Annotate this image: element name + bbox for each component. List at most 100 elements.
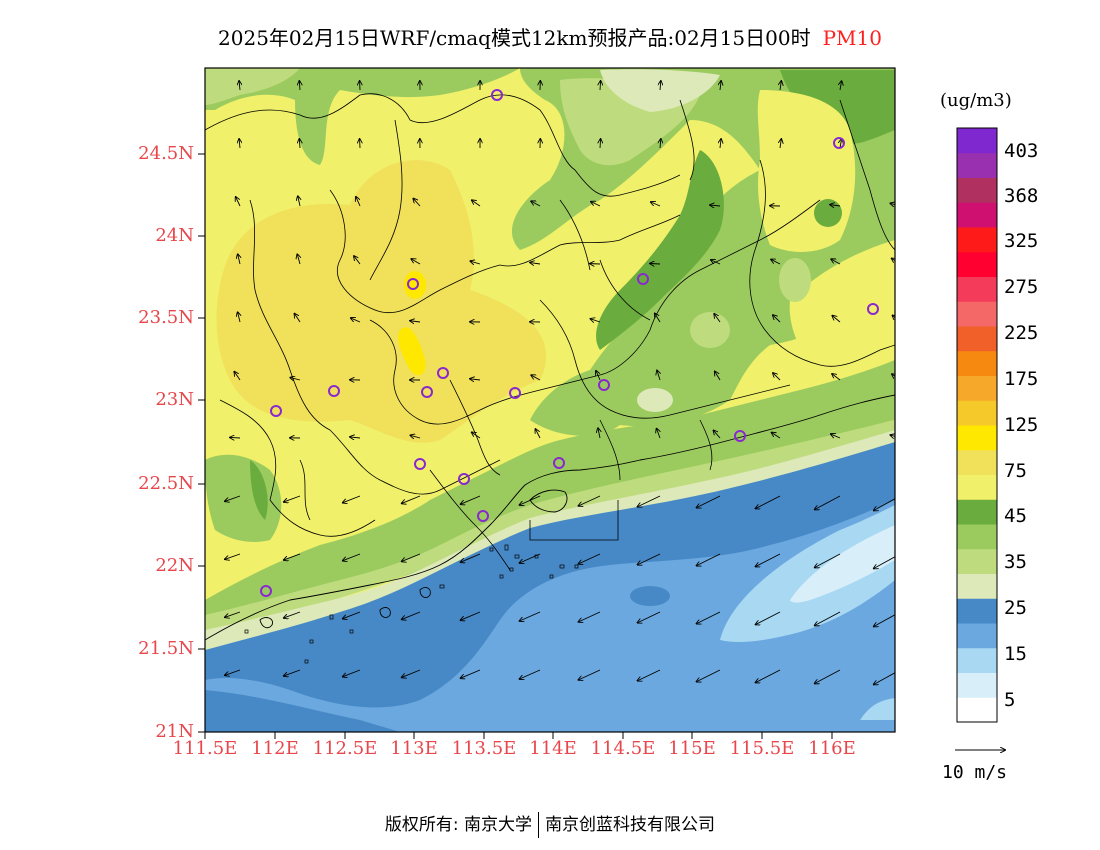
wind-arrow (756, 611, 781, 625)
wind-arrow (351, 318, 361, 323)
yellow-pocket-ne (757, 90, 856, 252)
green-spot (779, 258, 811, 302)
axis-ticks (198, 153, 833, 739)
colorbar-label: 15 (1004, 643, 1027, 665)
colorbar-label: 35 (1004, 551, 1027, 573)
wind-arrow (234, 372, 241, 381)
wind-arrow (238, 254, 240, 265)
wind-arrow (343, 669, 361, 677)
sea-light (720, 505, 895, 643)
wind-arrow (638, 495, 661, 507)
wind-arrow (461, 553, 481, 562)
wind-arrow (773, 315, 781, 323)
wind-arrow (413, 199, 421, 207)
green-nw-light (205, 68, 300, 105)
coastal-light-band (205, 420, 895, 640)
wind-arrow (831, 434, 841, 439)
wind-reference-label: 10 m/s (942, 762, 1008, 783)
sea-dark-spot (630, 586, 670, 606)
copyright-footer: 版权所有: 南京大学 南京创蓝科技有限公司 (0, 810, 1100, 838)
station-marker (270, 405, 282, 417)
lat-label: 24.5N (138, 143, 194, 164)
colorbar-segment (957, 548, 997, 574)
wind-arrow (697, 611, 721, 624)
coastal-pale-band (205, 430, 895, 655)
wind-arrow (470, 261, 481, 264)
colorbar-label: 325 (1004, 230, 1039, 252)
wind-arrow (461, 495, 481, 504)
colorbar-label: 368 (1004, 185, 1039, 207)
sea-light (860, 698, 895, 720)
very-high-pm-spot (398, 327, 426, 376)
wind-arrow (638, 553, 661, 565)
wind-arrow (890, 435, 895, 438)
wind-arrow (697, 495, 721, 508)
wind-arrow (756, 669, 781, 683)
colorbar-segment (957, 697, 997, 723)
wind-arrow (470, 379, 481, 380)
wind-arrow (756, 553, 781, 567)
wind-arrow (874, 672, 895, 684)
green-dark-strip (596, 150, 724, 350)
colorbar-label: 5 (1004, 689, 1016, 711)
colorbar-segment (957, 301, 997, 327)
station-marker (867, 303, 879, 315)
wind-arrow (225, 669, 241, 675)
wind-arrow (472, 432, 481, 439)
colorbar-segment (957, 474, 997, 500)
wind-arrow (697, 669, 721, 682)
station-marker (407, 278, 419, 290)
station-marker (553, 457, 565, 469)
footer-right: 南京创蓝科技有限公司 (545, 815, 716, 835)
wind-arrow (343, 553, 361, 561)
wind-arrow (239, 139, 240, 149)
monitoring-stations (260, 89, 879, 597)
wind-arrow (657, 429, 660, 439)
wind-arrow (297, 254, 300, 265)
wind-arrow (657, 370, 660, 381)
wind-arrow (713, 430, 721, 439)
wind-arrow (840, 81, 842, 91)
wind-arrow (239, 81, 240, 91)
wind-arrow (720, 81, 721, 91)
colorbar-label: 225 (1004, 322, 1039, 344)
wind-arrow (655, 313, 661, 323)
islands (244, 544, 579, 664)
green-light-ne (600, 69, 720, 112)
colorbar-segment (957, 227, 997, 253)
station-marker (637, 273, 649, 285)
wind-arrow (350, 437, 361, 438)
wind-arrow (294, 314, 301, 323)
wind-arrow (236, 197, 241, 207)
colorbar-segment (957, 672, 997, 698)
colorbar-segment (957, 350, 997, 376)
wind-arrow (832, 374, 841, 381)
station-marker (491, 89, 503, 101)
green-nw (205, 68, 520, 165)
chart-title: 2025年02月15日WRF/cmaq模式12km预报产品:02月15日00时 P… (0, 22, 1100, 51)
wind-arrow (402, 611, 421, 619)
colorbar-label: 275 (1004, 276, 1039, 298)
green-spot (690, 312, 730, 348)
wind-arrow (638, 611, 661, 623)
colorbar-frame (956, 127, 998, 723)
wind-arrow (638, 669, 661, 681)
wind-arrow (815, 553, 841, 567)
lon-label: 116E (808, 738, 856, 759)
colorbar-segment (957, 647, 997, 673)
wind-arrow (815, 669, 841, 683)
wind-arrow (356, 197, 361, 207)
wind-arrow (520, 669, 541, 679)
wind-arrow (520, 495, 541, 505)
colorbar-segment (957, 177, 997, 203)
lon-label: 112E (251, 738, 299, 759)
wind-arrow (530, 263, 541, 264)
sea-lightest (790, 525, 895, 603)
lon-label: 112.5E (312, 738, 378, 759)
station-marker (833, 137, 845, 149)
colorbar-segment (957, 326, 997, 352)
wind-arrow (651, 202, 661, 207)
wind-arrow (354, 256, 361, 265)
colorbar-segment (957, 202, 997, 228)
coastal-green-band (205, 360, 895, 625)
